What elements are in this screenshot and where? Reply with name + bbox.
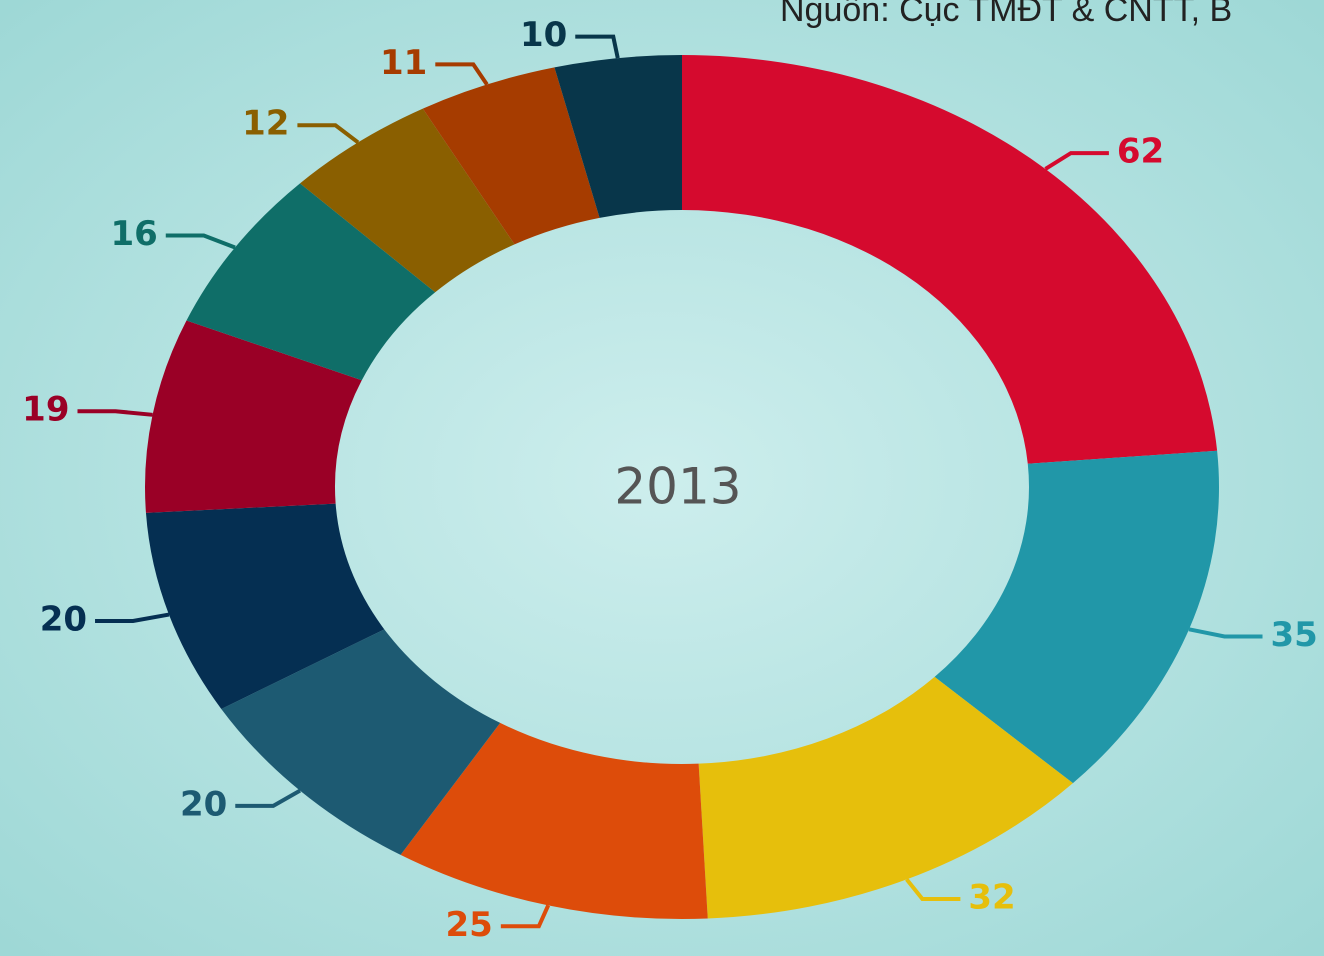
donut: [145, 55, 1219, 919]
leader-line: [905, 878, 961, 901]
donut-segment: [422, 67, 600, 245]
leader-line: [500, 904, 551, 929]
donut-segment: [698, 676, 1073, 919]
donut-segment: [682, 55, 1218, 464]
leader-line: [235, 788, 302, 808]
data-label: 11: [380, 43, 427, 83]
leader-line: [1188, 627, 1263, 639]
donut-segment: [554, 55, 682, 218]
data-label: 20: [180, 784, 227, 824]
leader-line: [297, 123, 360, 145]
data-label: 16: [110, 214, 157, 254]
donut-segment: [934, 450, 1219, 784]
donut-segment: [221, 629, 501, 855]
data-label: 12: [242, 104, 289, 144]
donut-segment: [300, 108, 515, 293]
donut-segment: [145, 503, 385, 709]
center-label: 2013: [614, 458, 741, 516]
donut-segment: [145, 320, 362, 513]
leader-line: [435, 62, 489, 86]
data-label: 10: [520, 15, 567, 55]
leader-line: [95, 612, 170, 623]
leader-line: [1044, 151, 1109, 171]
donut-segment: [186, 183, 436, 381]
source: Nguồn: Cục TMĐT & CNTT, B: [780, 0, 1232, 29]
data-label: 20: [40, 599, 87, 639]
leader-line: [77, 409, 153, 417]
data-label: 32: [968, 877, 1015, 917]
leader-line: [575, 34, 620, 59]
donut-segment: [400, 722, 708, 919]
data-label: 25: [446, 905, 493, 945]
leader-line: [165, 233, 236, 250]
data-label: 62: [1117, 132, 1164, 172]
data-label: 19: [22, 390, 69, 430]
data-label: 35: [1271, 615, 1318, 655]
